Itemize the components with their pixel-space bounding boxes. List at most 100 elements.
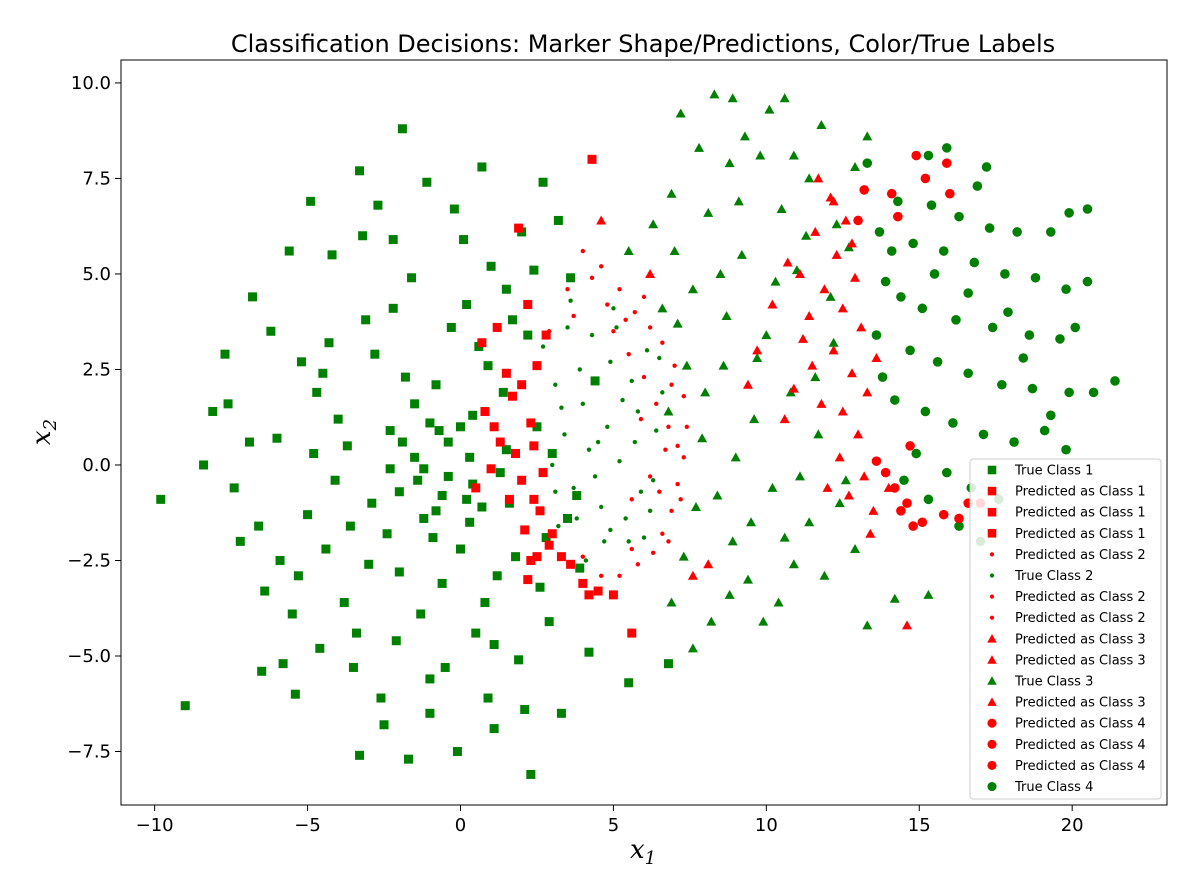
point-true-class-1 — [483, 361, 493, 371]
point-predicted-as-class-1 — [492, 322, 502, 332]
point-predicted-as-class-2 — [657, 489, 662, 494]
point-true-class-2 — [559, 405, 564, 410]
point-true-class-1 — [489, 640, 499, 650]
point-true-class-4 — [951, 314, 961, 325]
legend-label: Predicted as Class 2 — [1015, 611, 1146, 626]
point-true-class-1 — [455, 422, 465, 432]
point-true-class-4 — [923, 494, 934, 505]
point-true-class-1 — [495, 468, 505, 478]
legend-marker — [987, 634, 997, 643]
axis-ticks: −10 −5 0 5 10 15 20 −7.5 −5.0 −2.5 0.0 2.5 5.0 7.5 10.… — [67, 73, 1083, 836]
y-tick-label: −7.5 — [67, 742, 111, 763]
point-predicted-as-class-1 — [504, 494, 514, 504]
legend-marker — [987, 739, 997, 749]
point-true-class-4 — [1070, 322, 1081, 333]
point-predicted-as-class-2 — [580, 554, 586, 559]
point-predicted-as-class-1 — [556, 552, 566, 562]
point-predicted-as-class-1 — [495, 437, 505, 447]
point-predicted-as-class-4 — [853, 215, 863, 226]
point-true-class-4 — [874, 227, 885, 237]
y-tick-label: 7.5 — [82, 168, 111, 189]
point-true-class-4 — [948, 418, 958, 428]
point-true-class-3 — [788, 559, 799, 569]
point-true-class-1 — [556, 708, 566, 718]
point-true-class-4 — [984, 223, 995, 233]
point-true-class-3 — [862, 131, 873, 141]
point-true-class-3 — [724, 589, 735, 599]
point-predicted-as-class-1 — [535, 506, 545, 516]
point-predicted-as-class-2 — [660, 531, 665, 536]
point-true-class-1 — [575, 563, 585, 573]
point-predicted-as-class-3 — [767, 299, 778, 309]
point-true-class-1 — [296, 357, 306, 367]
point-predicted-as-class-1 — [526, 418, 536, 428]
point-true-class-3 — [736, 249, 747, 259]
legend: True Class 1 Predicted as Class 1 Predicte… — [969, 458, 1162, 800]
point-true-class-1 — [492, 571, 502, 581]
legend-label: Predicted as Class 3 — [1015, 632, 1146, 647]
point-true-class-4 — [899, 475, 909, 486]
point-true-class-1 — [425, 418, 435, 428]
point-true-class-1 — [446, 322, 456, 332]
point-true-class-1 — [355, 750, 365, 760]
point-predicted-as-class-2 — [666, 424, 671, 429]
point-predicted-as-class-2 — [629, 497, 634, 502]
point-predicted-as-class-4 — [889, 483, 900, 493]
point-predicted-as-class-4 — [917, 517, 928, 528]
point-true-class-1 — [514, 655, 524, 665]
point-predicted-as-class-3 — [831, 249, 842, 259]
point-true-class-3 — [697, 433, 708, 443]
point-predicted-as-class-1 — [523, 575, 533, 585]
point-true-class-1 — [535, 582, 545, 592]
point-true-class-3 — [813, 429, 824, 439]
point-true-class-1 — [462, 300, 472, 310]
point-true-class-1 — [260, 586, 270, 596]
point-predicted-as-class-1 — [541, 330, 551, 340]
point-true-class-1 — [663, 659, 673, 669]
point-predicted-as-class-2 — [641, 294, 647, 300]
point-true-class-3 — [804, 173, 815, 183]
point-true-class-2 — [647, 508, 653, 514]
point-true-class-1 — [422, 177, 432, 187]
point-true-class-4 — [1045, 227, 1056, 237]
point-predicted-as-class-1 — [517, 475, 527, 485]
point-true-class-4 — [981, 162, 992, 172]
point-true-class-1 — [352, 628, 362, 638]
point-true-class-3 — [672, 318, 683, 328]
point-true-class-1 — [572, 491, 582, 501]
point-true-class-3 — [810, 372, 821, 382]
point-true-class-2 — [580, 401, 586, 407]
point-predicted-as-class-3 — [779, 414, 790, 424]
point-true-class-1 — [388, 235, 398, 245]
point-true-class-1 — [544, 617, 554, 627]
point-predicted-as-class-3 — [819, 284, 830, 294]
legend-label: Predicted as Class 2 — [1015, 548, 1146, 563]
point-true-class-2 — [608, 527, 613, 533]
point-true-class-4 — [862, 158, 873, 168]
point-true-class-2 — [654, 428, 659, 433]
legend-label: Predicted as Class 3 — [1015, 696, 1146, 711]
point-true-class-1 — [413, 475, 423, 485]
point-true-class-3 — [694, 142, 705, 152]
legend-label: Predicted as Class 4 — [1015, 717, 1146, 732]
point-true-class-1 — [403, 754, 413, 764]
legend-marker — [989, 573, 995, 578]
point-predicted-as-class-3 — [782, 257, 793, 267]
point-true-class-4 — [917, 303, 928, 314]
point-predicted-as-class-2 — [672, 363, 677, 368]
point-true-class-3 — [788, 150, 799, 160]
point-predicted-as-class-1 — [547, 529, 557, 539]
point-true-class-2 — [595, 439, 601, 445]
point-true-class-3 — [727, 536, 738, 546]
x-tick-label: −10 — [136, 815, 174, 836]
point-predicted-as-class-3 — [752, 345, 763, 355]
point-true-class-1 — [425, 674, 435, 684]
point-predicted-as-class-2 — [684, 424, 690, 429]
point-true-class-3 — [779, 93, 790, 103]
point-true-class-1 — [303, 510, 313, 520]
legend-marker — [987, 655, 997, 664]
point-true-class-1 — [520, 704, 530, 714]
point-true-class-1 — [443, 471, 453, 481]
point-true-class-2 — [620, 397, 625, 403]
